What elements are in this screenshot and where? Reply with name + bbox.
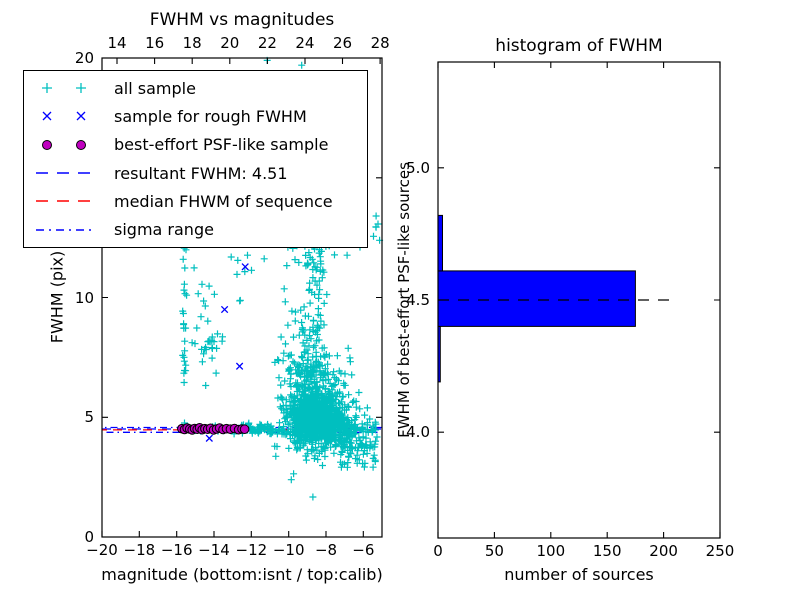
legend-row: sample for rough FWHM xyxy=(24,103,367,130)
left-xtick-label: −16 xyxy=(160,541,193,559)
right-histogram-plot xyxy=(437,61,721,539)
right-ytick-label: 4.5 xyxy=(406,291,430,309)
left-xtick-label: −20 xyxy=(86,541,118,559)
right-plot-xlabel: number of sources xyxy=(504,565,654,584)
left-top-xtick-label: 22 xyxy=(257,34,277,52)
legend-dash-icon xyxy=(32,163,104,183)
legend-dash-icon xyxy=(32,191,104,211)
legend-row: all sample xyxy=(24,75,367,102)
legend-dashdot-icon xyxy=(32,220,104,240)
legend-plus-icon xyxy=(32,78,104,98)
left-xtick-label: −8 xyxy=(314,541,338,559)
left-top-xtick-label: 20 xyxy=(220,34,240,52)
left-top-xtick-label: 18 xyxy=(182,34,202,52)
legend-label: best-effort PSF-like sample xyxy=(114,135,329,155)
left-top-xtick-label: 28 xyxy=(370,34,390,52)
right-ytick-label: 5.0 xyxy=(406,158,430,177)
right-xtick-label: 250 xyxy=(705,542,735,560)
left-xtick-label: −12 xyxy=(235,541,268,559)
left-xtick-label: −14 xyxy=(198,541,230,559)
legend-label: all sample xyxy=(114,78,196,98)
legend-row: resultant FWHM: 4.51 xyxy=(24,160,367,187)
left-ytick-label: 0 xyxy=(84,528,94,546)
legend-row: sigma range xyxy=(24,216,367,243)
right-xtick-label: 0 xyxy=(433,542,443,560)
left-xtick-label: −10 xyxy=(272,541,305,559)
legend-label: resultant FWHM: 4.51 xyxy=(114,163,288,183)
left-xtick-label: −18 xyxy=(123,541,156,559)
left-axes-ticks xyxy=(101,57,382,538)
left-ytick-label: 5 xyxy=(84,408,94,427)
right-xtick-label: 100 xyxy=(536,542,566,560)
legend-row: best-effort PSF-like sample xyxy=(24,131,367,158)
right-plot-title: histogram of FWHM xyxy=(495,36,663,56)
legend-label: sample for rough FWHM xyxy=(114,106,307,126)
left-scatter-plot xyxy=(101,56,384,538)
left-top-xtick-label: 26 xyxy=(332,34,353,52)
legend-label: median FHWM of sequence xyxy=(114,191,333,211)
right-xtick-label: 150 xyxy=(592,542,622,560)
right-axes-ticks xyxy=(437,62,721,538)
left-xtick-label: −6 xyxy=(352,541,375,559)
rough-sample-markers xyxy=(180,263,249,442)
left-ytick-label: 20 xyxy=(74,49,94,67)
left-top-xtick-label: 24 xyxy=(295,34,315,52)
legend: all sample sample for rough FWHM best-effo… xyxy=(23,70,368,248)
legend-x-icon xyxy=(32,106,104,126)
left-plot-title: FWHM vs magnitudes xyxy=(149,10,335,30)
psf-sample-markers xyxy=(177,423,250,435)
right-xtick-label: 200 xyxy=(649,542,678,560)
left-plot-xlabel: magnitude (bottom:isnt / top:calib) xyxy=(101,565,383,584)
right-ytick-label: 4.0 xyxy=(406,423,430,442)
left-ytick-label: 10 xyxy=(74,288,94,307)
right-xtick-label: 50 xyxy=(484,542,504,560)
legend-circle-icon xyxy=(32,135,104,155)
left-top-xtick-label: 14 xyxy=(107,34,127,52)
legend-row: median FHWM of sequence xyxy=(24,188,367,215)
legend-label: sigma range xyxy=(114,220,214,240)
left-top-xtick-label: 16 xyxy=(145,34,165,52)
